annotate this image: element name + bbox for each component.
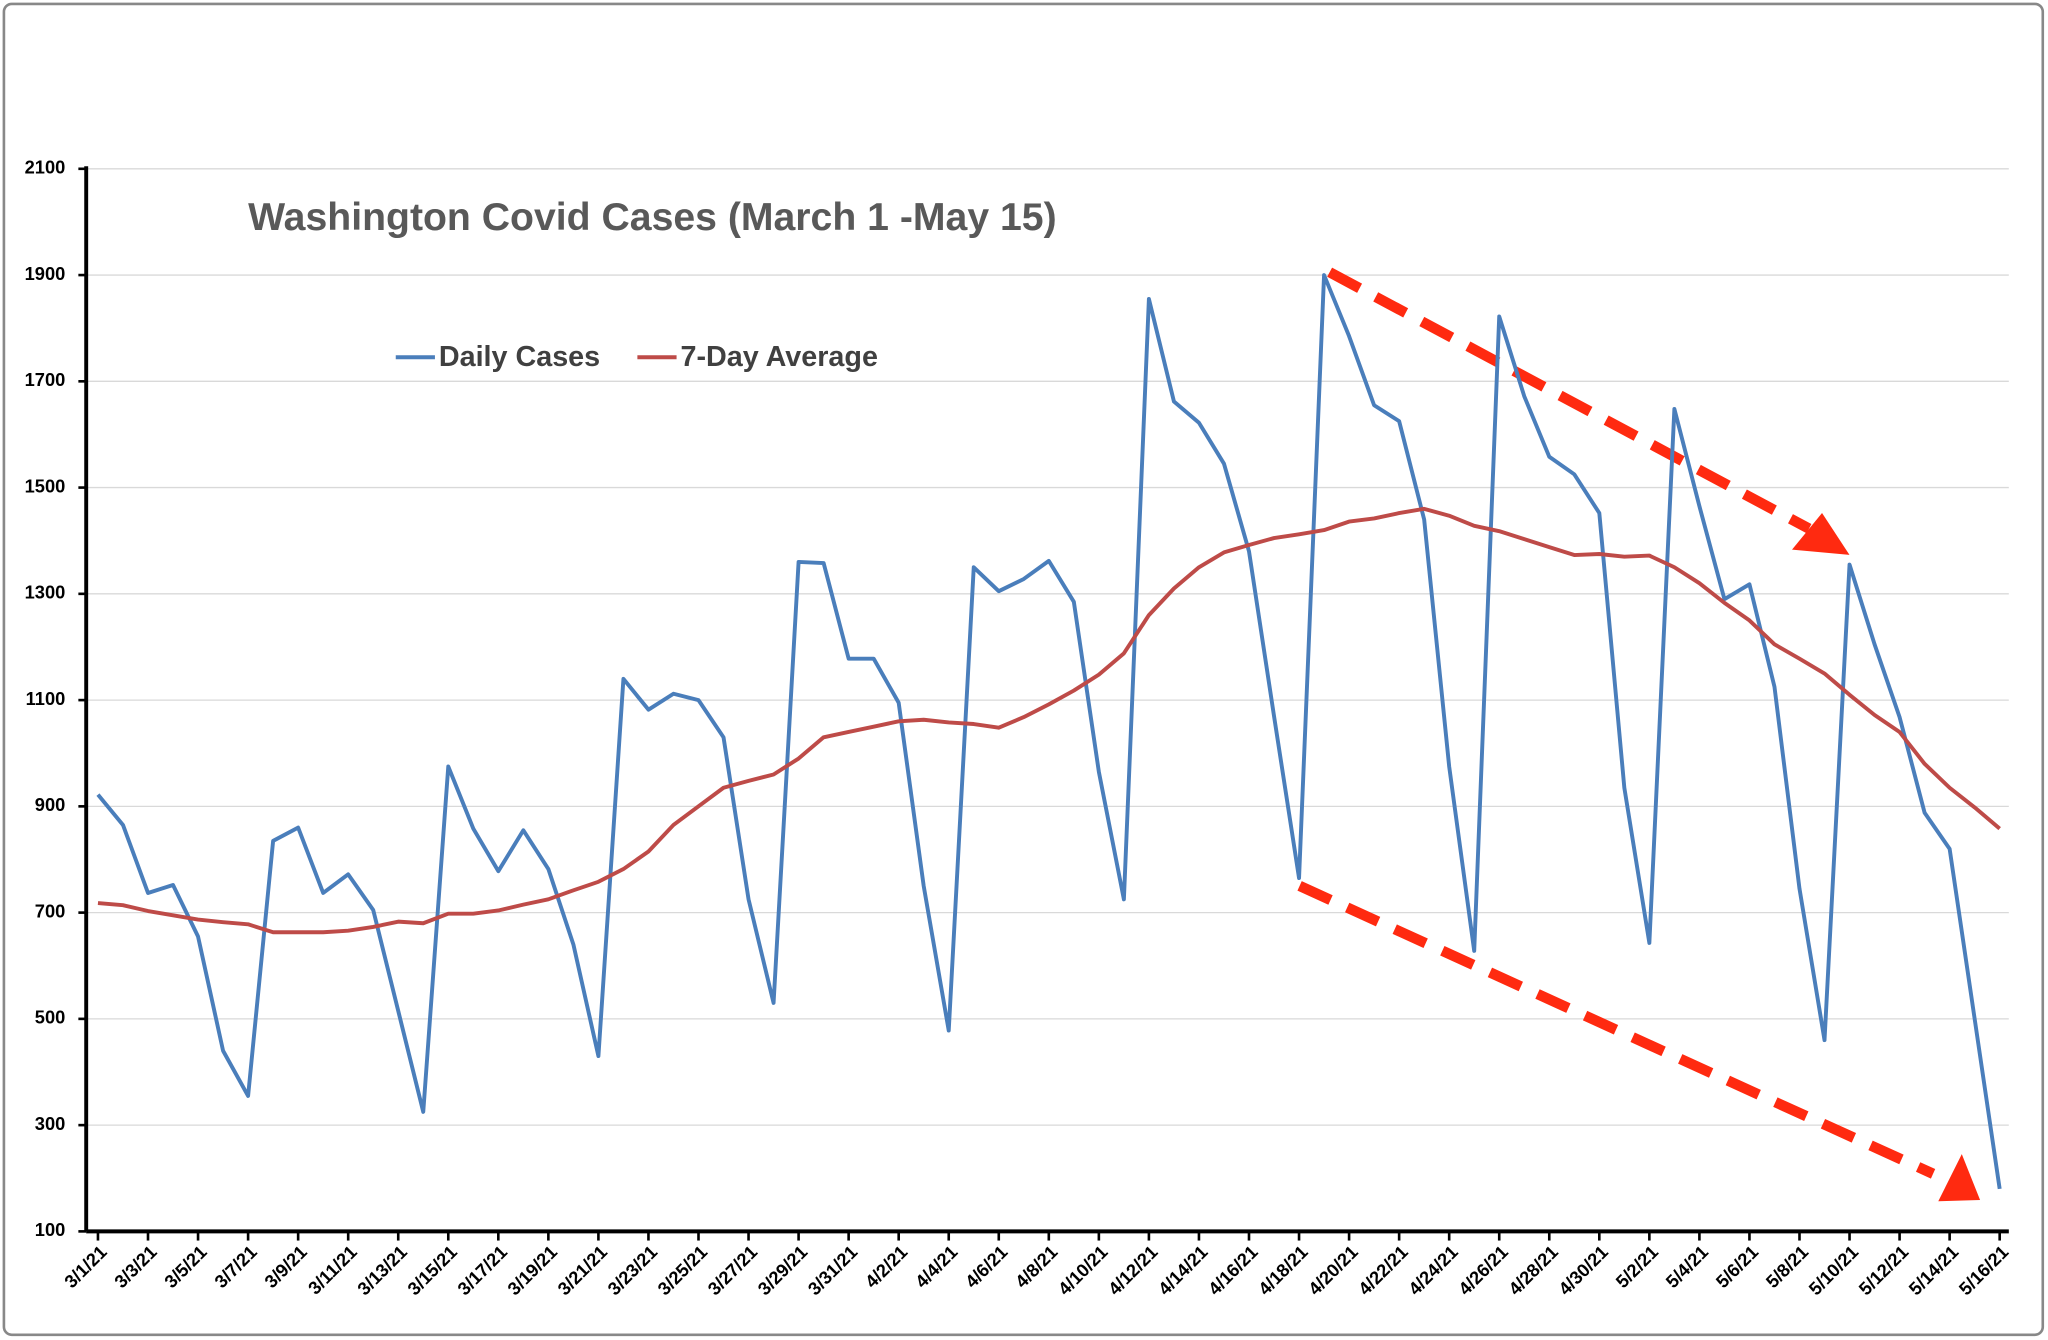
arrow-head [1792,512,1850,555]
y-tick-label: 1900 [25,263,66,284]
grid [86,168,2009,1233]
legend-label: 7-Day Average [680,341,877,373]
arrows [1297,267,1981,1202]
y-tick-label: 100 [35,1219,66,1240]
y-tick-label: 1700 [25,369,66,390]
y-tick-label: 1300 [25,582,66,603]
y-tick-label: 900 [35,794,66,815]
chart-title: Washington Covid Cases (March 1 -May 15) [248,195,1056,239]
legend: Daily Cases 7-Day Average [395,341,878,373]
trend-arrow [1327,267,1812,534]
legend-label: Daily Cases [439,341,600,373]
y-tick-label: 300 [35,1113,66,1134]
y-tick-label: 500 [35,1007,66,1028]
y-tick-label: 700 [35,900,66,921]
y-tick-label: 2100 [25,157,66,178]
arrow-head [1938,1154,1981,1202]
data-line [97,506,2001,935]
trend-arrow [1297,881,1936,1179]
y-tick-label: 1500 [25,475,66,496]
data-line [96,273,2002,1190]
y-tick-label: 1100 [26,688,66,709]
